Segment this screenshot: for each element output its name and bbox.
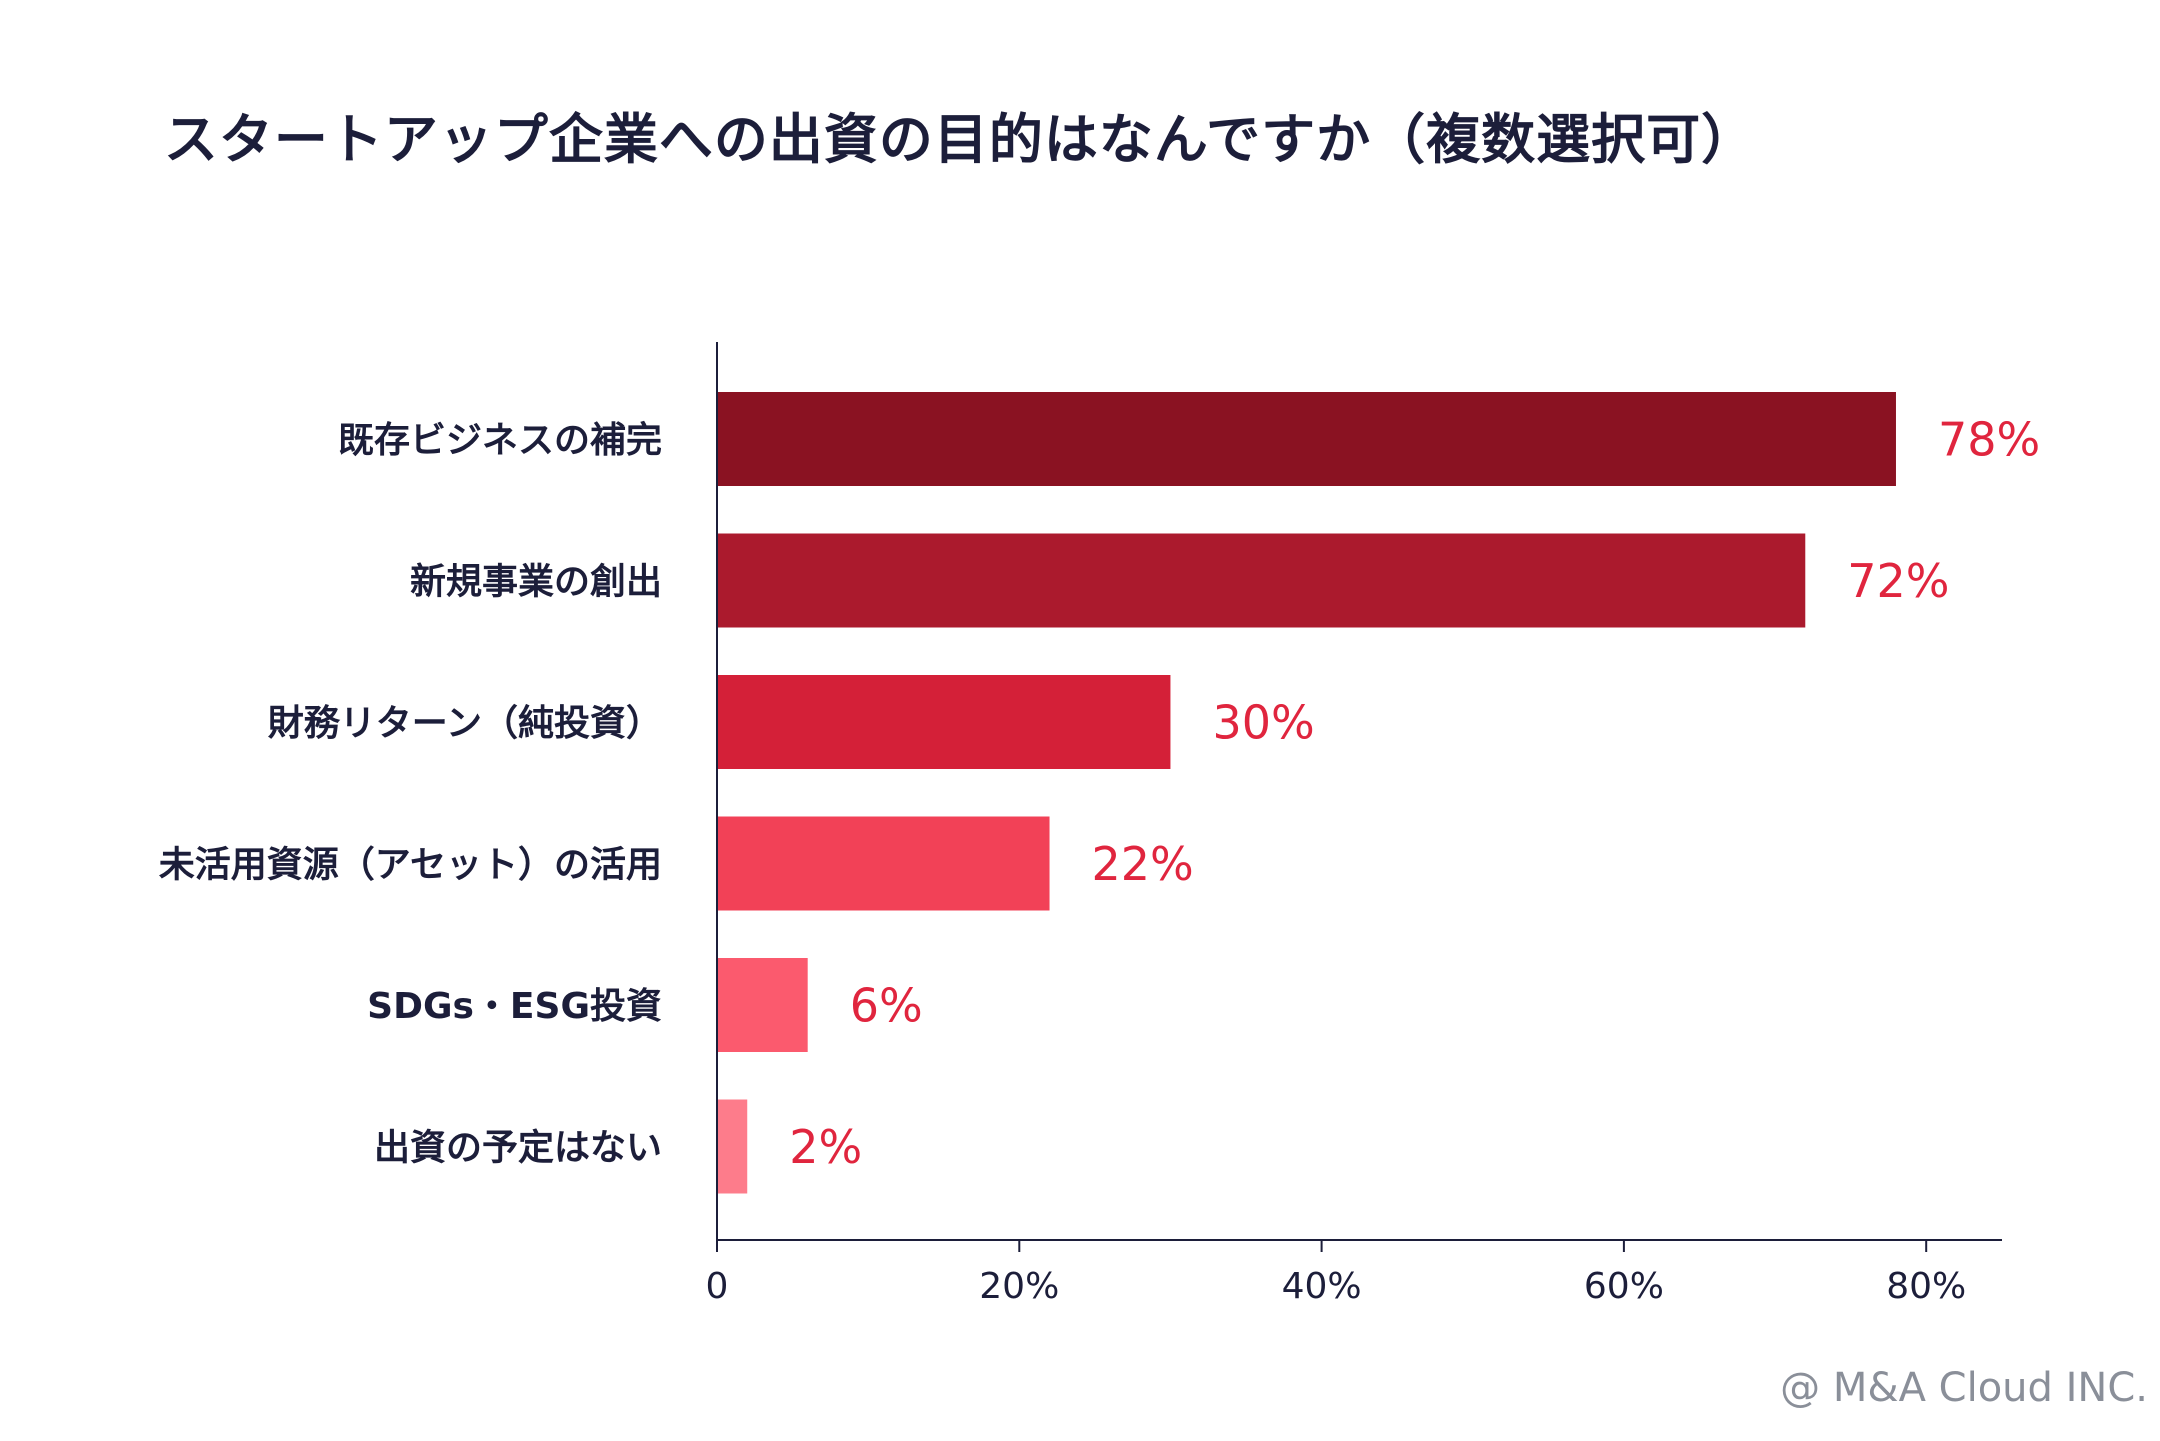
category-label: 財務リターン（純投資） bbox=[268, 703, 662, 744]
data-label: 72% bbox=[1847, 554, 1949, 608]
category-label: 未活用資源（アセット）の活用 bbox=[159, 844, 662, 885]
copyright-credit: @ M&A Cloud INC. bbox=[1780, 1365, 2148, 1411]
bar bbox=[718, 1099, 748, 1194]
category-label: 出資の予定はない bbox=[374, 1127, 662, 1168]
data-label: 78% bbox=[1938, 413, 2040, 467]
category-label: 既存ビジネスの補完 bbox=[338, 420, 662, 461]
x-tick-label: 20% bbox=[979, 1266, 1059, 1307]
data-label: 2% bbox=[789, 1120, 862, 1174]
bar bbox=[718, 392, 1896, 486]
x-tick-label: 60% bbox=[1584, 1266, 1664, 1307]
category-label: SDGs・ESG投資 bbox=[367, 986, 662, 1027]
bar bbox=[718, 958, 808, 1052]
category-label: 新規事業の創出 bbox=[410, 561, 662, 602]
bar bbox=[718, 675, 1171, 769]
data-label: 22% bbox=[1092, 837, 1194, 891]
bar bbox=[718, 816, 1050, 911]
x-tick-label: 80% bbox=[1886, 1266, 1966, 1307]
data-label: 6% bbox=[850, 979, 923, 1033]
x-tick-label: 40% bbox=[1282, 1266, 1362, 1307]
chart-title: スタートアップ企業への出資の目的はなんですか（複数選択可） bbox=[163, 108, 1757, 171]
bar bbox=[718, 533, 1806, 628]
x-tick-label: 0 bbox=[706, 1266, 729, 1307]
data-label: 30% bbox=[1212, 696, 1314, 750]
